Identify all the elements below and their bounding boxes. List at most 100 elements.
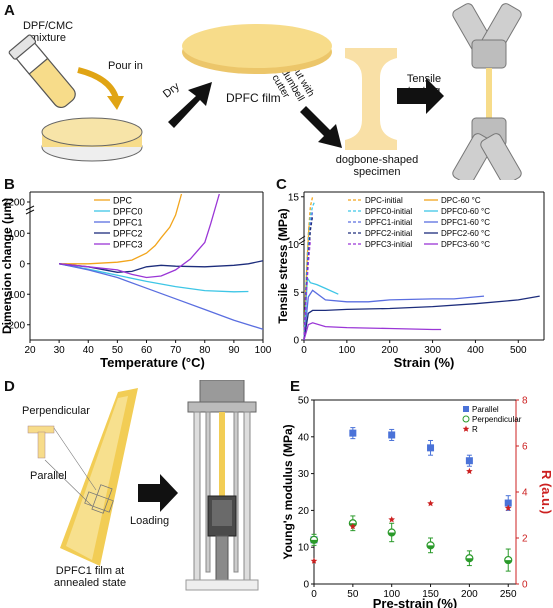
legend-label: DPFC2-60 °C (441, 229, 490, 238)
legend-label: DPC-initial (365, 196, 403, 205)
y2-tick-label: 8 (522, 396, 528, 407)
x-tick-label: 300 (424, 345, 441, 356)
series-line-dpfc0-60-c (303, 275, 339, 341)
panel-a-letter: A (4, 2, 15, 19)
legend-label: DPC-60 °C (441, 196, 481, 205)
tensile-line1: Tensile (406, 73, 442, 85)
r-star-point (388, 516, 395, 523)
film-state-line1: DPFC1 film at (55, 565, 125, 577)
pour-arrow-icon (77, 67, 119, 100)
y-axis-label: Dimension change (μm) (0, 198, 14, 334)
y-tick-label: 15 (288, 192, 300, 203)
parallel-strip-icon (37, 431, 46, 459)
r-star-point (310, 557, 318, 564)
y-tick-label: 100 (8, 229, 25, 240)
y-tick-label: 0 (303, 580, 309, 591)
axis-break-mark (25, 205, 35, 215)
x-axis-label: Strain (%) (394, 355, 455, 370)
y-tick-label: 10 (298, 543, 310, 554)
x-tick-label: 50 (112, 345, 124, 356)
x-axis-label: Pre-strain (%) (373, 596, 458, 608)
pour-arrow-head-icon (107, 96, 124, 110)
y2-axis-label: R (a.u.) (539, 470, 553, 514)
pour-in-label: Pour in (108, 60, 143, 72)
legend-label: DPFC2-initial (365, 229, 412, 238)
x-tick-label: 100 (383, 589, 400, 600)
r-star-point (466, 467, 473, 475)
parallel-label: Parallel (30, 470, 67, 482)
y2-tick-label: 2 (522, 534, 528, 545)
perpendicular-label: Perpendicular (22, 405, 90, 417)
x-tick-label: 150 (422, 589, 439, 600)
x-tick-label: 80 (199, 345, 211, 356)
r-star-point (349, 523, 357, 530)
specimen-line1: dogbone-shaped (335, 154, 419, 166)
x-tick-label: 0 (311, 589, 317, 600)
r-star-point (427, 500, 434, 507)
loading-arrow-icon (138, 474, 178, 512)
legend-label: DPFC0 (113, 207, 143, 217)
series-line-dpfc3-60-c (303, 322, 442, 341)
legend-label: DPC (113, 196, 133, 206)
y-tick-label: -200 (5, 320, 25, 331)
test-tube-icon (8, 34, 76, 109)
specimen-line2: specimen (353, 166, 401, 178)
y-tick-label: 50 (298, 396, 310, 407)
specimen-label: dogbone-shaped specimen (332, 154, 422, 178)
x-tick-label: 100 (339, 345, 356, 356)
parallel-point (427, 444, 435, 452)
mixture-label: DPF/CMC mixture (18, 20, 78, 44)
loading-fixture-icon (185, 380, 259, 591)
film-disc-icon (182, 24, 332, 74)
tensile-arrow-icon (397, 78, 444, 114)
panel-c-letter: C (276, 176, 287, 193)
panel-d-illustration (27, 380, 259, 591)
parallel-point (465, 457, 473, 465)
legend-label: DPFC2 (113, 229, 143, 239)
panel-e-letter: E (290, 378, 301, 395)
dogbone-icon (345, 48, 397, 150)
film-state-label: DPFC1 film at annealed state (40, 565, 140, 589)
x-tick-label: 50 (347, 589, 359, 600)
legend-label: DPFC3-60 °C (441, 240, 490, 249)
r-star-point (462, 425, 470, 432)
y-tick-label: 10 (288, 240, 300, 251)
y-tick-label: 20 (298, 506, 310, 517)
y2-tick-label: 0 (522, 580, 528, 591)
series-line-dpfc1-60-c (303, 289, 485, 341)
dry-arrow-icon (168, 82, 212, 128)
perpendicular-point-fill (310, 539, 318, 544)
perpendicular-point-fill (388, 532, 396, 536)
y-tick-label: 0 (19, 259, 25, 270)
y-tick-label: -100 (5, 290, 25, 301)
x-tick-label: 500 (510, 345, 527, 356)
panel-b-letter: B (4, 176, 15, 193)
legend-label: DPFC0-initial (365, 207, 412, 216)
series-line-dpfc2-60-c (303, 295, 540, 341)
y-axis-label: Tensile stress (MPa) (276, 208, 290, 323)
series-line-dpfc1 (58, 263, 264, 330)
x-tick-label: 100 (255, 345, 272, 356)
legend-label: DPFC3-initial (365, 240, 412, 249)
parallel-point (349, 429, 357, 437)
film-state-line2: annealed state (53, 577, 127, 589)
x-tick-label: 200 (381, 345, 398, 356)
x-tick-label: 0 (301, 345, 307, 356)
legend-marker (463, 406, 469, 412)
y-tick-label: 0 (293, 336, 299, 347)
series-line-dpfc3-initial (303, 239, 312, 341)
series-line-dpfc2 (59, 260, 264, 273)
mixture-label-line2: mixture (29, 32, 67, 44)
panel-d-letter: D (4, 378, 15, 395)
legend-label: Perpendicular (472, 415, 522, 424)
parallel-point (388, 431, 396, 439)
x-tick-label: 90 (228, 345, 240, 356)
chart-b: 20 30 40 50 60 70 80 90 100 -200 -100 0 100 2200 Tempe… (0, 191, 272, 370)
x-tick-label: 60 (141, 345, 153, 356)
chart-e: 0 50 100 150 200 250 0 10 20 30 40 50 0 2 4 6 8 Pre-strai… (281, 396, 553, 608)
cut-arrow-icon (300, 106, 342, 148)
legend-label: DPFC1-60 °C (441, 218, 490, 227)
legend-label: R (472, 425, 478, 434)
chart-c: 0 100 200 300 400 500 0 5 10 15 Strain (%) Tensile … (276, 191, 545, 370)
